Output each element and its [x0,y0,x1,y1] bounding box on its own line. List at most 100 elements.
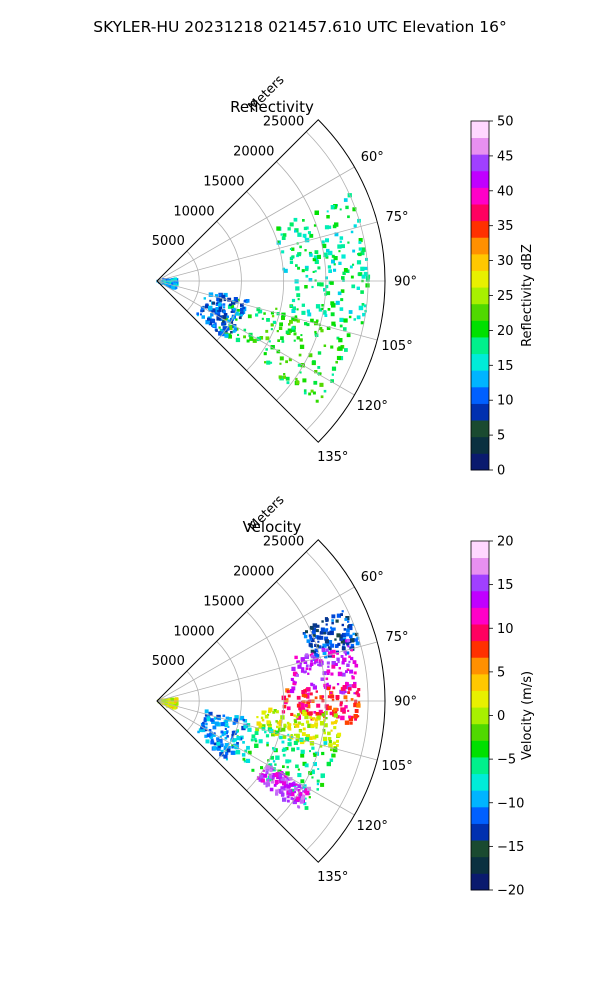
chart-0-echo-pixel [249,336,254,341]
chart-1-echo-pixel [214,721,219,726]
chart-0-echo-pixel [333,268,337,272]
chart-1-echo-pixel [292,671,298,677]
chart-0-colorbar-tick-label-2: 10 [497,394,514,409]
chart-0-echo-pixel [200,306,205,311]
chart-0-echo-pixel [358,272,363,277]
chart-1-echo-pixel [272,747,275,750]
chart-1-echo-pixel [276,725,279,729]
chart-1-echo-pixel [258,725,262,729]
chart-1-echo-pixel [310,649,315,654]
chart-0-echo-pixel [282,267,285,271]
chart-1-echo-pixel [303,790,307,794]
chart-1-echo-pixel [261,718,265,722]
chart-0-echo-pixel [232,329,236,333]
chart-1-colorbar-swatch-12 [471,673,489,691]
chart-1-echo-pixel [309,664,312,668]
chart-1-echo-pixel [350,698,354,701]
chart-0-echo-pixel [215,329,218,332]
chart-1-echo-pixel [204,714,208,717]
chart-1-echo-pixel [310,654,315,659]
chart-0-echo-pixel [322,310,327,314]
chart-0-azimuth-spoke-3 [156,280,378,341]
chart-0-echo-pixel [315,319,319,323]
chart-0-echo-pixel [347,215,350,219]
chart-0-echo-pixel [295,286,300,291]
chart-0-echo-pixel [225,330,228,333]
chart-0-echo-pixel [285,376,290,381]
chart-1-echo-pixel [291,666,296,671]
chart-1-echo-pixel [307,672,310,675]
chart-1-echo-pixel [247,750,252,755]
chart-1-echo-pixel [305,693,310,697]
chart-0-echo-pixel [226,327,230,331]
chart-0-echo-pixel [304,322,308,326]
chart-1-echo-pixel [262,769,265,772]
chart-1-echo-pixel [343,628,347,631]
chart-1-echo-pixel [276,721,280,725]
chart-0-echo-pixel [243,300,246,303]
chart-1-azimuth-tick-label-5: 135° [317,870,348,885]
chart-1-echo-pixel [315,690,318,693]
chart-0-echo-pixel [320,395,324,399]
chart-0-colorbar-swatch-15 [471,204,489,222]
chart-1-echo-pixel [287,742,292,747]
chart-1-echo-pixel [305,734,310,739]
chart-1-echo-pixel [306,700,311,705]
chart-0-echo-pixel [363,304,367,308]
chart-1-echo-pixel [329,630,334,636]
chart-1-echo-pixel [270,773,273,776]
chart-1-echo-pixel [316,782,320,786]
chart-1-echo-pixel [326,672,330,675]
chart-0-echo-pixel [282,233,287,237]
chart-0-echo-pixel [282,375,286,379]
chart-1-echo-pixel [245,758,251,763]
chart-0-echo-pixel [339,208,342,211]
chart-0-echo-pixel [222,320,225,323]
chart-0-echo-pixel [272,320,276,324]
chart-1-echo-pixel [351,676,355,680]
chart-1-echo-pixel [239,715,245,721]
chart-1-echo-pixel [261,710,266,715]
chart-0-echo-pixel [235,327,239,331]
chart-0-echo-pixel [265,329,269,333]
chart-1-echo-pixel [296,747,300,751]
chart-1-echo-pixel [320,627,325,632]
chart-1-echo-pixel [332,651,336,655]
chart-1-echo-pixel [354,638,358,642]
chart-1-echo-pixel [279,735,283,740]
chart-0-echo-pixel [326,248,330,253]
chart-1-echo-pixel [316,661,319,664]
chart-0-echo-pixel [331,303,336,308]
chart-1-echo-pixel [208,711,213,716]
chart-1-echo-pixel [344,705,348,709]
chart-1-echo-pixel [311,776,314,779]
chart-0-echo-pixel [300,334,303,337]
chart-1-echo-pixel [350,643,355,648]
chart-0-echo-pixel [216,297,220,301]
chart-0-echo-pixel [316,254,321,259]
chart-1-echo-pixel [312,762,317,767]
chart-1-azimuth-tick-label-1: 75° [386,630,409,645]
chart-1-echo-pixel [243,719,248,723]
chart-1-echo-pixel [287,725,291,730]
chart-1-echo-pixel [302,700,306,704]
chart-1-echo-pixel [209,731,213,735]
chart-0-echo-pixel [266,360,271,365]
chart-1-range-tick-label-0: 5000 [152,654,185,669]
chart-0-echo-pixel [276,330,279,333]
chart-1-echo-pixel [323,631,326,635]
chart-1-echo-pixel [350,648,354,652]
chart-1-echo-pixel [288,789,292,793]
chart-0-echo-pixel [298,353,302,357]
chart-1-echo-pixel [306,695,310,699]
chart-1-echo-pixel [311,771,315,775]
chart-1-echo-pixel [327,731,331,736]
chart-1-echo-pixel [354,717,357,721]
chart-0-echo-pixel [308,278,313,282]
chart-1-echo-pixel [297,773,302,778]
chart-1-echo-pixel [279,780,283,784]
chart-0-echo-pixel [334,222,339,227]
chart-1-azimuth-spoke-0 [156,586,355,702]
chart-1-echo-pixel [327,737,332,741]
chart-1-echo-pixel [324,704,329,709]
